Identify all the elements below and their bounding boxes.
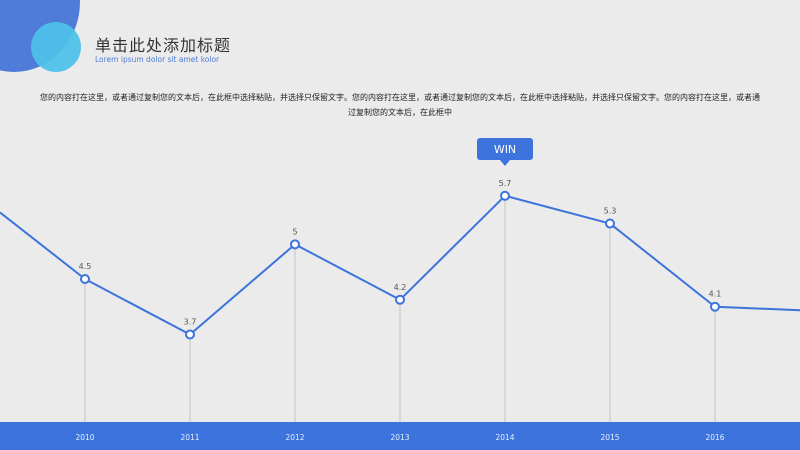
x-tick-label: 2015 (600, 433, 619, 442)
data-label: 5.7 (499, 179, 512, 188)
data-point (290, 239, 300, 250)
data-point (605, 218, 615, 229)
data-label: 5.3 (604, 207, 617, 216)
callout-box (477, 138, 533, 160)
data-label: 3.7 (184, 317, 197, 326)
data-label: 5 (292, 227, 297, 236)
data-label: 4.1 (709, 290, 722, 299)
data-point (80, 274, 90, 284)
page-subtitle: Lorem ipsum dolor sit amet kolor (95, 55, 220, 64)
page-title: 单击此处添加标题 (95, 36, 232, 55)
data-point (395, 294, 405, 305)
x-tick-label: 2012 (285, 433, 304, 442)
decorative-circle-small (31, 22, 81, 72)
data-label: 4.2 (394, 283, 407, 292)
data-point (185, 329, 195, 340)
data-point (710, 301, 720, 312)
x-tick-label: 2014 (495, 433, 514, 442)
axis-band (0, 422, 800, 450)
callout-pointer (500, 160, 510, 166)
callout-label: WIN (494, 143, 516, 156)
description-text: 您的内容打在这里，或者通过复制您的文本后，在此框中选择粘贴，并选择只保留文字。您… (40, 93, 760, 117)
x-tick-label: 2013 (390, 433, 409, 442)
x-tick-label: 2011 (180, 433, 199, 442)
data-label: 4.5 (79, 262, 92, 271)
data-point (500, 190, 510, 201)
x-tick-label: 2010 (75, 433, 94, 442)
x-tick-label: 2016 (705, 433, 724, 442)
